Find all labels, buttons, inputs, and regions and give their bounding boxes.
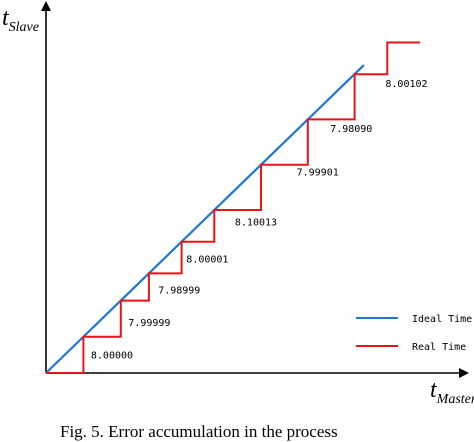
data-label-5: 8.10013 [235,217,277,228]
x-axis-label-main: t [430,377,438,403]
data-label-2: 7.99999 [128,318,170,329]
y-axis-label: tSlave [2,5,39,35]
data-label-8: 8.00102 [385,79,427,90]
legend-label-real-time: Real Time [412,342,466,353]
data-labels: 8.00000 7.99999 7.98999 8.00001 8.10013 7.999… [91,79,428,362]
plot-area [45,41,420,374]
x-axis-label: tMaster [430,377,474,407]
data-label-1: 8.00000 [91,351,133,362]
legend: Ideal Time Real Time [356,314,472,353]
data-label-4: 8.00001 [186,255,228,266]
y-axis-label-main: t [2,5,10,31]
y-axis-label-sub: Slave [9,20,39,35]
series-line-real-time [46,41,420,374]
x-axis-label-sub: Master [436,392,474,407]
figure-caption: Fig. 5. Error accumulation in the proces… [60,422,338,441]
series-line-ideal-time [45,64,365,374]
data-label-6: 7.99901 [297,168,339,179]
legend-label-ideal-time: Ideal Time [412,314,472,325]
data-label-3: 7.98999 [158,285,200,296]
data-label-7: 7.98090 [330,124,372,135]
